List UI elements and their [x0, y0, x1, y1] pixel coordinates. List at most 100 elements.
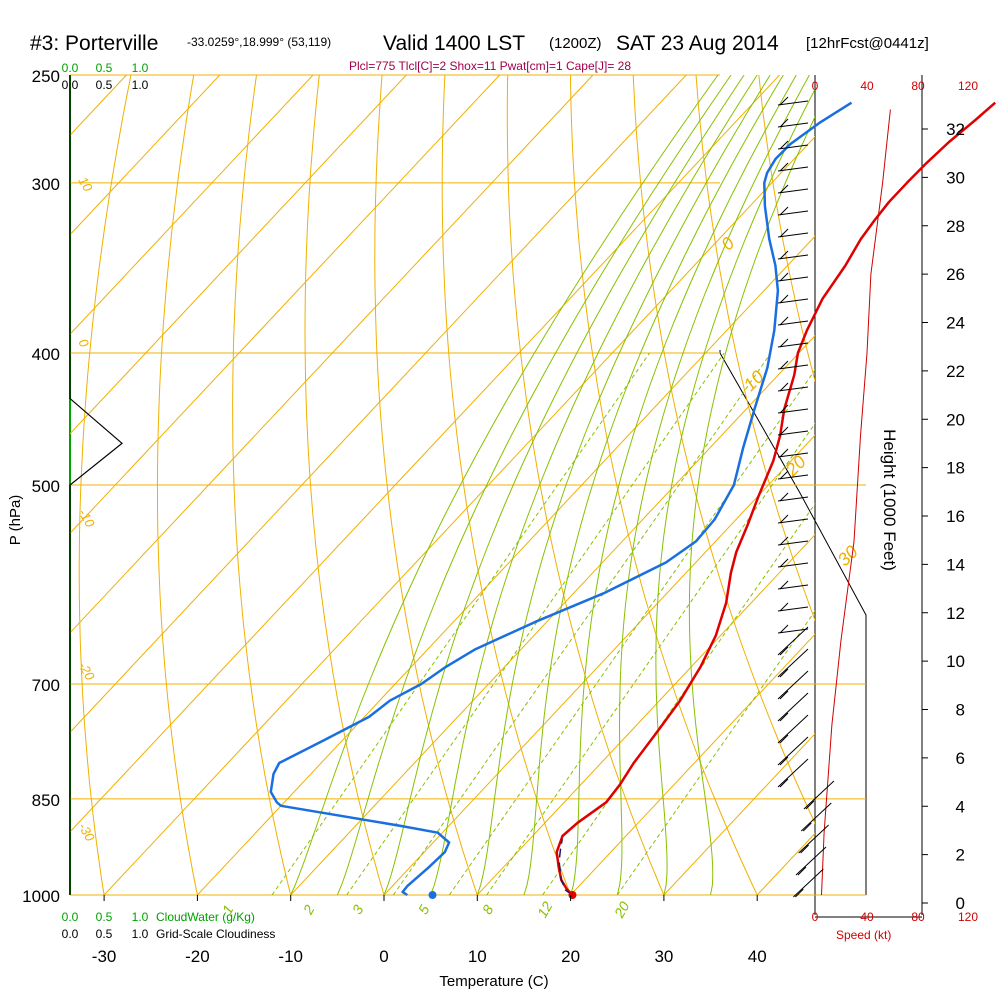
dry-adiabats — [78, 75, 1000, 895]
moist-adiabat — [655, 88, 815, 895]
speed-label: Speed (kt) — [836, 928, 891, 942]
dry-adiabat — [232, 75, 292, 895]
height-tick-label: 18 — [946, 459, 965, 478]
isotherm — [70, 75, 221, 236]
wind-barb — [777, 558, 809, 568]
wind-barb — [777, 580, 809, 590]
dry-adiabat — [156, 75, 198, 895]
barb-feather — [779, 162, 789, 172]
bottom-cloudiness-tick: 1.0 — [132, 927, 149, 941]
height-tick-label: 10 — [946, 652, 965, 671]
barb-staff — [777, 232, 809, 238]
barb-feather — [779, 382, 789, 392]
barb-staff — [777, 474, 809, 480]
mixing-ratio-label: 2 — [299, 902, 317, 918]
barb-feather — [779, 426, 789, 436]
wind-barb — [777, 692, 809, 722]
barb-feather — [800, 844, 809, 854]
wind-barb — [777, 426, 809, 436]
barb-feather — [779, 690, 789, 700]
mixing-ratio-line — [616, 610, 815, 895]
barb-staff — [798, 824, 829, 854]
height-tick-label: 20 — [946, 410, 965, 429]
y-axis-title: P (hPa) — [7, 495, 24, 546]
pressure-tick-label: 400 — [32, 345, 60, 364]
height-tick-label: 22 — [946, 362, 965, 381]
barb-staff — [777, 320, 809, 326]
station-coords: -33.0259°,18.999° (53,119) — [187, 35, 331, 49]
dry-adiabat — [947, 75, 1000, 895]
wind-barb — [777, 714, 809, 744]
wind-barb — [777, 250, 809, 260]
barb-staff — [777, 628, 809, 634]
barb-feather — [779, 184, 789, 194]
wind-barb — [777, 670, 809, 700]
barb-feather — [779, 668, 789, 678]
temperature-tick-label: 30 — [654, 947, 673, 966]
wind-barb — [777, 206, 809, 216]
cloudiness-panel — [69, 75, 123, 895]
height-tick-label: 32 — [946, 120, 965, 139]
barb-feather — [795, 888, 804, 898]
height-tick-label: 16 — [946, 507, 965, 526]
barb-staff — [777, 386, 809, 392]
wind-barb — [803, 780, 835, 810]
temperature-tick-label: -20 — [185, 947, 210, 966]
valid-time: Valid 1400 LST — [383, 32, 525, 55]
wind-barb — [777, 162, 809, 172]
barb-feather — [797, 866, 807, 876]
wind-barb — [777, 338, 809, 348]
isotherm — [70, 75, 780, 833]
moist-adiabats — [290, 75, 815, 895]
barb-staff — [777, 584, 809, 590]
pressure-tick-label: 1000 — [22, 887, 60, 906]
top-cloudwater-tick: 1.0 — [132, 61, 149, 75]
barb-feather — [779, 470, 789, 480]
mixing-ratio-label: 20 — [610, 899, 632, 922]
isotherm — [290, 335, 815, 895]
barb-feather — [779, 778, 789, 788]
barb-staff — [777, 430, 809, 436]
barb-feather — [779, 316, 789, 326]
isotherm — [70, 75, 687, 734]
barb-staff — [800, 802, 832, 832]
height-tick-label: 14 — [946, 555, 965, 574]
dry-adiabat — [374, 75, 478, 895]
temperature-tick-label: -30 — [92, 947, 117, 966]
barb-staff — [777, 298, 809, 304]
barb-staff — [777, 518, 809, 524]
speed-tick-label-top: 80 — [911, 79, 925, 93]
speed-tick-label-top: 120 — [958, 79, 978, 93]
dry-adiabat — [758, 75, 815, 383]
dry-adiabat-label: 10 — [75, 174, 96, 195]
dry-adiabat — [884, 75, 1000, 895]
isotherm — [851, 75, 1000, 895]
barb-staff — [777, 100, 809, 106]
height-tick-label: 26 — [946, 265, 965, 284]
barb-staff — [777, 276, 809, 282]
barb-staff — [777, 758, 809, 788]
moist-adiabat — [570, 75, 797, 895]
barb-feather — [805, 800, 815, 810]
mixing-ratio-label: 3 — [349, 902, 367, 917]
height-tick-label: 2 — [956, 846, 965, 865]
pressure-tick-label: 700 — [32, 676, 60, 695]
wind-barb — [777, 96, 809, 106]
dry-adiabat — [570, 75, 758, 895]
barb-feather — [779, 558, 789, 568]
temperature-tick-label: 10 — [468, 947, 487, 966]
barb-staff — [777, 606, 809, 612]
wind-barb — [777, 272, 809, 282]
wind-panel — [777, 96, 891, 898]
dry-adiabat — [695, 75, 815, 622]
barb-feather — [779, 646, 789, 656]
barb-staff — [777, 692, 809, 722]
wind-barb — [777, 294, 809, 304]
barb-feather — [779, 96, 789, 106]
moist-adiabat — [523, 75, 784, 895]
barb-feather — [779, 624, 789, 634]
mixing-ratio-label: 5 — [415, 902, 433, 917]
moist-adiabat — [336, 75, 732, 895]
mixing-ratio-line — [346, 352, 725, 895]
bottom-cloudwater-tick: 0.0 — [62, 910, 79, 924]
